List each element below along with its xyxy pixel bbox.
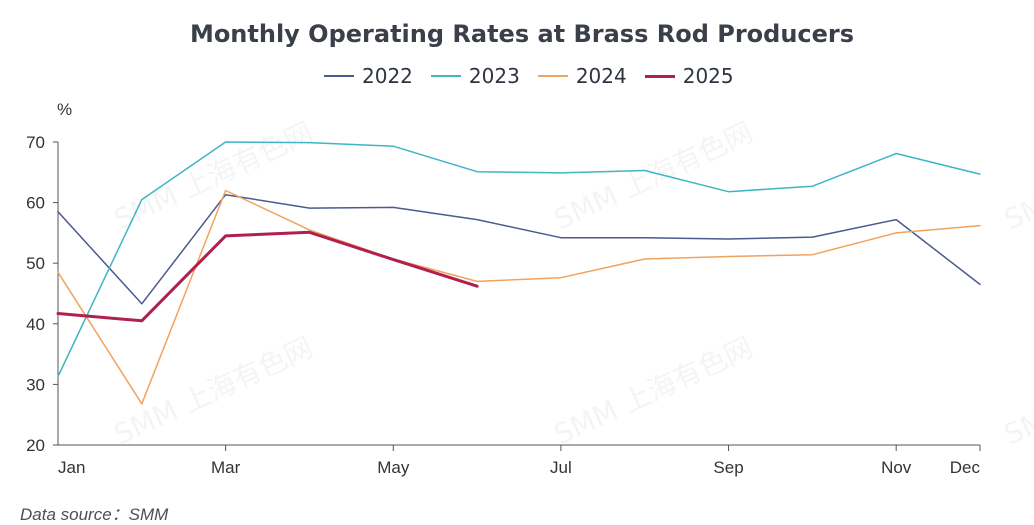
x-tick-label: Nov — [881, 458, 912, 477]
series-line-2022 — [57, 193, 981, 305]
watermark-text: SMM 上海有色网 — [549, 331, 758, 452]
legend-swatch-2024 — [537, 75, 568, 77]
legend-label-2022: 2022 — [362, 64, 413, 88]
y-tick-label: 20 — [26, 436, 45, 455]
legend-item-2025[interactable]: 2025 — [644, 64, 734, 88]
y-tick-label: 60 — [26, 194, 45, 213]
watermark-text: SMM 上海有色网 — [549, 116, 758, 237]
watermark-text: SMM 上海有色网 — [109, 331, 318, 452]
y-tick-label: 50 — [26, 254, 45, 273]
legend-label-2023: 2023 — [468, 64, 520, 88]
watermark-text: SMM 上海有色网 — [999, 331, 1034, 452]
data-source-note: Data source：SMM — [20, 505, 169, 524]
series-line-2024 — [57, 189, 981, 405]
legend-label-2025: 2025 — [682, 64, 734, 88]
watermark-layer: SMM 上海有色网 SMM 上海有色网 SMM 上海有色网 SMM 上海有色网 SMM … — [109, 116, 1034, 452]
x-tick-label: Sep — [713, 458, 743, 477]
legend-label-2024: 2024 — [575, 64, 627, 88]
x-tick-label: Jan — [58, 458, 85, 477]
legend-swatch-2025 — [644, 74, 675, 78]
legend-item-2023[interactable]: 2023 — [430, 64, 520, 88]
watermark-text: SMM 上海有色网 — [109, 116, 318, 237]
legend-item-2024[interactable]: 2024 — [537, 64, 627, 88]
y-tick-label: 70 — [26, 133, 45, 152]
legend-swatch-2023 — [430, 75, 461, 77]
axes: 20 30 40 50 60 70 Jan Mar May Jul Sep Nov Dec — [26, 133, 981, 477]
legend-item-2022[interactable]: 2022 — [324, 64, 413, 88]
chart-legend: 2022 2023 2024 2025 — [324, 64, 752, 88]
y-tick-label: 40 — [26, 315, 45, 334]
watermark-text: SMM 上海有色网 — [999, 116, 1034, 237]
y-axis-unit-label: % — [57, 100, 73, 119]
series-line-2023 — [57, 141, 981, 378]
x-tick-label: Jul — [550, 458, 572, 477]
y-tick-label: 30 — [26, 375, 45, 394]
x-tick-label: May — [377, 458, 410, 477]
x-tick-label: Mar — [211, 458, 241, 477]
legend-swatch-2022 — [324, 75, 354, 77]
series-line-2025 — [56, 230, 479, 323]
chart-title: Monthly Operating Rates at Brass Rod Pro… — [189, 20, 855, 48]
x-tick-label: Dec — [950, 458, 981, 477]
series-lines — [56, 141, 981, 405]
